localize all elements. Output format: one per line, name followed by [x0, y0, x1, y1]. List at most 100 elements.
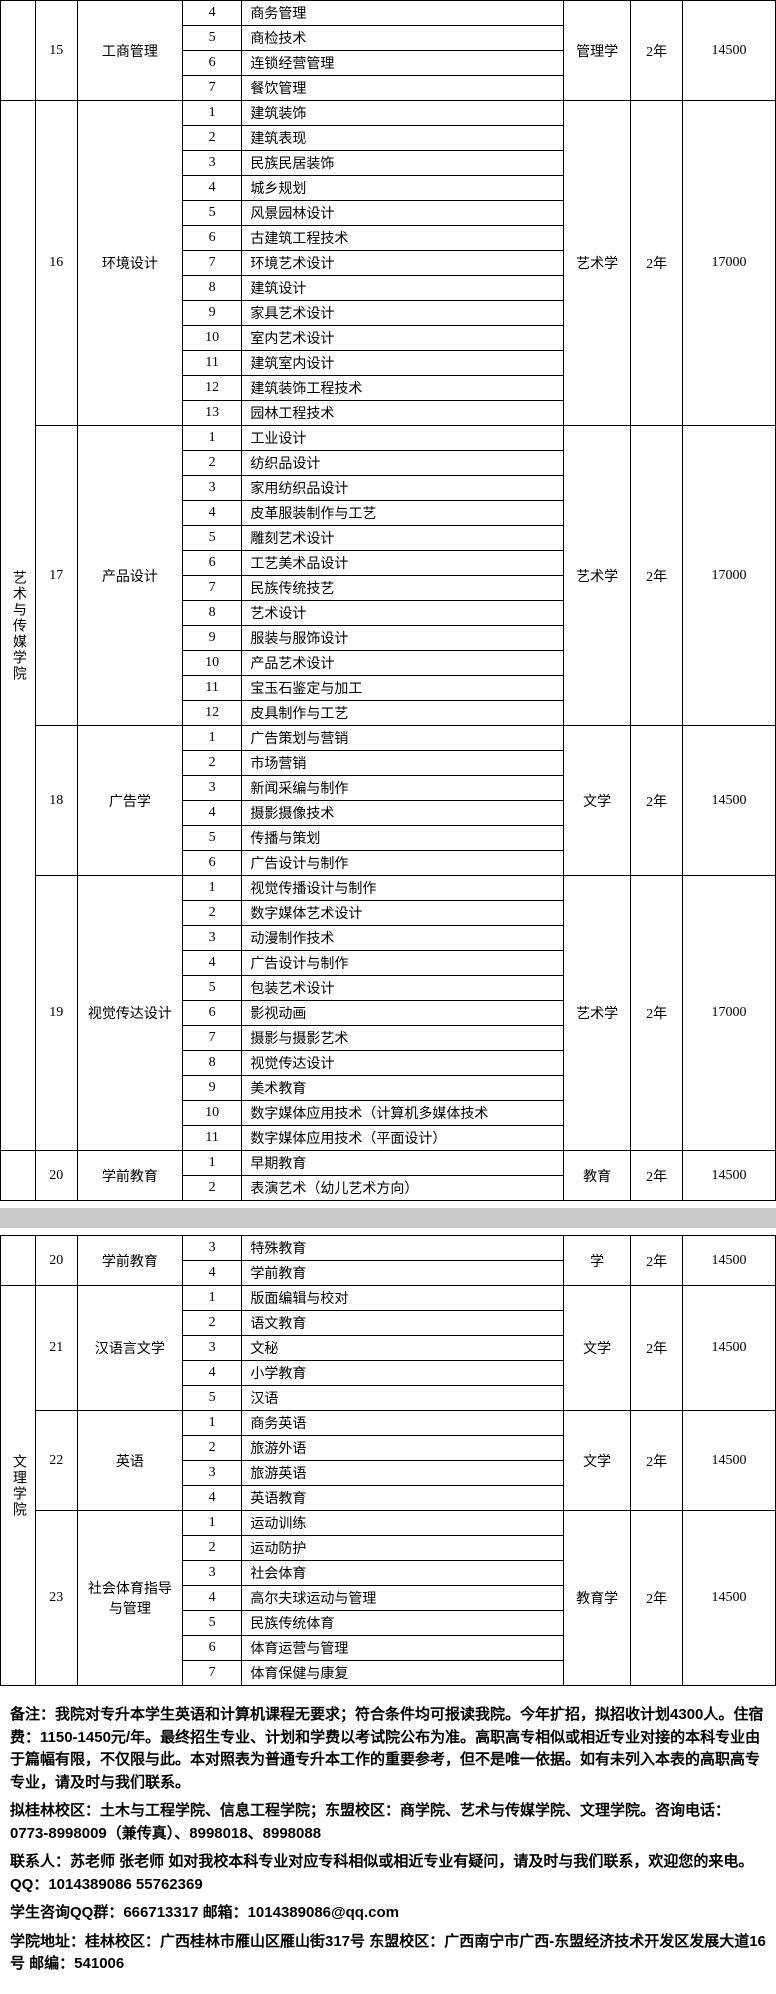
table-row: 艺术与传媒学院16环境设计1建筑装饰艺术学2年17000: [1, 101, 776, 126]
duration: 2年: [631, 1151, 683, 1201]
major-name: 汉语言文学: [77, 1286, 182, 1411]
major-id: 23: [35, 1511, 77, 1686]
course-idx: 1: [182, 876, 241, 901]
dept-blank-bottom: [1, 1151, 36, 1201]
course-name: 包装艺术设计: [242, 976, 564, 1001]
course-idx: 9: [182, 301, 241, 326]
table-row: 文理学院21汉语言文学1版面编辑与校对文学2年14500: [1, 1286, 776, 1311]
duration: 2年: [631, 1511, 683, 1686]
course-idx: 1: [182, 1151, 241, 1176]
course-idx: 12: [182, 701, 241, 726]
notes-campus: 拟桂林校区：土木与工程学院、信息工程学院；东盟校区：商学院、艺术与传媒学院、文理…: [10, 1800, 766, 1845]
table-row: 15工商管理4商务管理管理学2年14500: [1, 1, 776, 26]
course-name: 运动训练: [242, 1511, 564, 1536]
course-name: 广告设计与制作: [242, 851, 564, 876]
table-row: 22英语1商务英语文学2年14500: [1, 1411, 776, 1436]
course-name: 汉语: [242, 1386, 564, 1411]
course-name: 雕刻艺术设计: [242, 526, 564, 551]
course-name: 视觉传达设计: [242, 1051, 564, 1076]
dept-blank-top: [1, 1236, 36, 1286]
dept-blank: [1, 1, 36, 101]
course-name: 工艺美术品设计: [242, 551, 564, 576]
course-idx: 3: [182, 476, 241, 501]
major-name: 广告学: [77, 726, 182, 876]
course-name: 高尔夫球运动与管理: [242, 1586, 564, 1611]
major-name: 产品设计: [77, 426, 182, 726]
course-name: 旅游外语: [242, 1436, 564, 1461]
course-idx: 2: [182, 126, 241, 151]
major-id: 18: [35, 726, 77, 876]
course-name: 表演艺术（幼儿艺术方向）: [242, 1176, 564, 1201]
course-idx: 6: [182, 226, 241, 251]
course-name: 市场营销: [242, 751, 564, 776]
fee: 14500: [683, 1411, 776, 1511]
course-name: 工业设计: [242, 426, 564, 451]
category: 文学: [564, 1286, 631, 1411]
course-idx: 11: [182, 351, 241, 376]
course-name: 英语教育: [242, 1486, 564, 1511]
duration: 2年: [631, 876, 683, 1151]
course-name: 宝玉石鉴定与加工: [242, 676, 564, 701]
course-idx: 3: [182, 926, 241, 951]
course-name: 体育运营与管理: [242, 1636, 564, 1661]
major-id: 15: [35, 1, 77, 101]
course-idx: 1: [182, 426, 241, 451]
course-name: 艺术设计: [242, 601, 564, 626]
course-idx: 4: [182, 951, 241, 976]
course-idx: 3: [182, 1236, 241, 1261]
course-idx: 6: [182, 551, 241, 576]
course-name: 服装与服饰设计: [242, 626, 564, 651]
fee: 14500: [683, 1151, 776, 1201]
duration: 2年: [631, 1411, 683, 1511]
fee: 14500: [683, 1511, 776, 1686]
duration: 2年: [631, 1, 683, 101]
course-name: 风景园林设计: [242, 201, 564, 226]
course-idx: 11: [182, 1126, 241, 1151]
course-idx: 9: [182, 626, 241, 651]
course-name: 古建筑工程技术: [242, 226, 564, 251]
duration: 2年: [631, 726, 683, 876]
course-name: 家具艺术设计: [242, 301, 564, 326]
fee: 17000: [683, 101, 776, 426]
course-idx: 6: [182, 1001, 241, 1026]
course-idx: 3: [182, 151, 241, 176]
course-idx: 7: [182, 1661, 241, 1686]
category: 文学: [564, 1411, 631, 1511]
course-idx: 1: [182, 726, 241, 751]
course-name: 视觉传播设计与制作: [242, 876, 564, 901]
course-name: 美术教育: [242, 1076, 564, 1101]
course-name: 纺织品设计: [242, 451, 564, 476]
notes-qq: 学生咨询QQ群：666713317 邮箱：1014389086@qq.com: [10, 1902, 766, 1925]
course-idx: 4: [182, 1361, 241, 1386]
category: 艺术学: [564, 101, 631, 426]
major-name: 工商管理: [77, 1, 182, 101]
course-name: 传播与策划: [242, 826, 564, 851]
course-idx: 8: [182, 601, 241, 626]
course-name: 运动防护: [242, 1536, 564, 1561]
course-name: 学前教育: [242, 1261, 564, 1286]
course-name: 产品艺术设计: [242, 651, 564, 676]
course-idx: 4: [182, 1486, 241, 1511]
course-idx: 3: [182, 1561, 241, 1586]
course-name: 新闻采编与制作: [242, 776, 564, 801]
majors-table-page1: 15工商管理4商务管理管理学2年145005商检技术6连锁经营管理7餐饮管理艺术…: [0, 0, 776, 1201]
course-idx: 10: [182, 651, 241, 676]
course-idx: 6: [182, 1636, 241, 1661]
course-idx: 5: [182, 201, 241, 226]
major-id: 20: [35, 1151, 77, 1201]
course-name: 餐饮管理: [242, 76, 564, 101]
course-name: 环境艺术设计: [242, 251, 564, 276]
course-idx: 3: [182, 776, 241, 801]
course-name: 商检技术: [242, 26, 564, 51]
major-name: 社会体育指导与管理: [77, 1511, 182, 1686]
course-idx: 8: [182, 1051, 241, 1076]
course-idx: 9: [182, 1076, 241, 1101]
duration: 2年: [631, 101, 683, 426]
course-idx: 4: [182, 1261, 241, 1286]
category: 艺术学: [564, 426, 631, 726]
course-name: 动漫制作技术: [242, 926, 564, 951]
table-row: 23社会体育指导与管理1运动训练教育学2年14500: [1, 1511, 776, 1536]
course-idx: 4: [182, 801, 241, 826]
duration: 2年: [631, 426, 683, 726]
fee: 14500: [683, 726, 776, 876]
